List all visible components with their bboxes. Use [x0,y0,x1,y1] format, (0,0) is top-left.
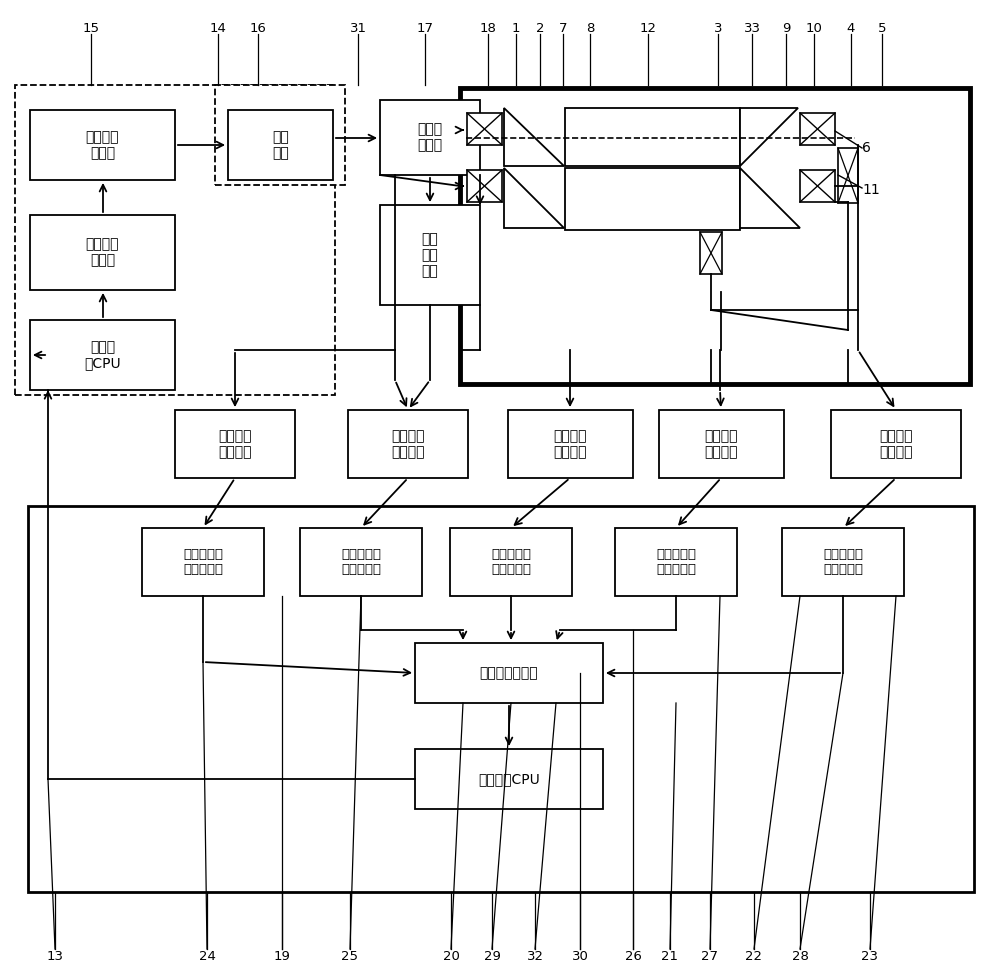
Text: 15: 15 [82,21,100,34]
Bar [380,205,480,305]
Bar [15,85,335,395]
Text: 28: 28 [792,950,808,962]
Text: 二级前置
光探测器: 二级前置 光探测器 [391,429,425,459]
Bar [615,528,737,596]
Bar [415,643,603,703]
Text: 4: 4 [847,21,855,34]
Text: 10: 10 [806,21,822,34]
Bar [348,410,468,478]
Text: 二级
光分
路器: 二级 光分 路器 [422,232,438,279]
Text: 13: 13 [46,950,64,962]
Bar [450,528,572,596]
Bar [838,148,858,203]
Text: 5: 5 [878,21,886,34]
Text: 26: 26 [625,950,641,962]
Bar [30,110,175,180]
Text: 2: 2 [536,21,544,34]
Bar [700,232,722,274]
Bar [831,410,961,478]
Text: 11: 11 [862,183,880,197]
Text: 光源控
制CPU: 光源控 制CPU [84,340,121,370]
Text: 信号模数转换器: 信号模数转换器 [480,666,538,680]
Text: 12: 12 [640,21,656,34]
Bar [28,506,974,892]
Text: 18: 18 [480,21,496,34]
Text: 二级平行
光探测器: 二级平行 光探测器 [705,429,738,459]
Text: 预制信号
发生器: 预制信号 发生器 [86,238,119,268]
Text: 随调
光源: 随调 光源 [272,130,289,160]
Text: 信号处理CPU: 信号处理CPU [478,772,540,786]
Text: 30: 30 [572,950,588,962]
Bar [415,749,603,809]
Bar [467,170,502,202]
Bar [30,320,175,390]
Text: 二级垂直
光探测器: 二级垂直 光探测器 [554,429,587,459]
Text: 一级光
分路器: 一级光 分路器 [417,123,443,153]
Text: 23: 23 [862,950,879,962]
Bar [659,410,784,478]
Text: 信号功率
驱动器: 信号功率 驱动器 [86,130,119,160]
Text: 32: 32 [526,950,544,962]
Text: 前置信号成
分分离单元: 前置信号成 分分离单元 [341,548,381,576]
Bar [30,215,175,290]
Polygon shape [740,108,798,166]
Bar [782,528,904,596]
Text: 垂直矢量信
号锁定单元: 垂直矢量信 号锁定单元 [491,548,531,576]
Text: 20: 20 [443,950,459,962]
Text: 31: 31 [350,21,366,34]
Text: 8: 8 [586,21,594,34]
Bar [142,528,264,596]
Text: 22: 22 [746,950,763,962]
Text: 平行矢量信
号锁定单元: 平行矢量信 号锁定单元 [656,548,696,576]
Bar [228,110,333,180]
Text: 27: 27 [702,950,718,962]
Text: 3: 3 [714,21,722,34]
Text: 33: 33 [744,21,761,34]
Text: 29: 29 [484,950,500,962]
Polygon shape [504,168,564,228]
Bar [467,113,502,145]
Text: 25: 25 [342,950,358,962]
Bar [215,85,345,185]
Bar [800,170,835,202]
Bar [565,108,740,166]
Text: 14: 14 [210,21,226,34]
Text: 19: 19 [274,950,290,962]
Polygon shape [504,108,564,166]
Text: 1: 1 [512,21,520,34]
Bar [380,100,480,175]
Text: 9: 9 [782,21,790,34]
Bar [565,168,740,230]
Text: 预制信号成
分分离单元: 预制信号成 分分离单元 [183,548,223,576]
Text: 6: 6 [862,141,871,155]
Bar [508,410,633,478]
Text: 一级平行
光探测器: 一级平行 光探测器 [879,429,913,459]
Bar [300,528,422,596]
Text: 7: 7 [559,21,567,34]
Text: 16: 16 [250,21,266,34]
Bar [460,88,970,384]
Text: 24: 24 [199,950,215,962]
Bar [800,113,835,145]
Polygon shape [740,168,800,228]
Text: 一级前置
光探测器: 一级前置 光探测器 [218,429,252,459]
Text: 17: 17 [416,21,434,34]
Text: 21: 21 [662,950,678,962]
Text: 后置信号成
分分离单元: 后置信号成 分分离单元 [823,548,863,576]
Bar [175,410,295,478]
